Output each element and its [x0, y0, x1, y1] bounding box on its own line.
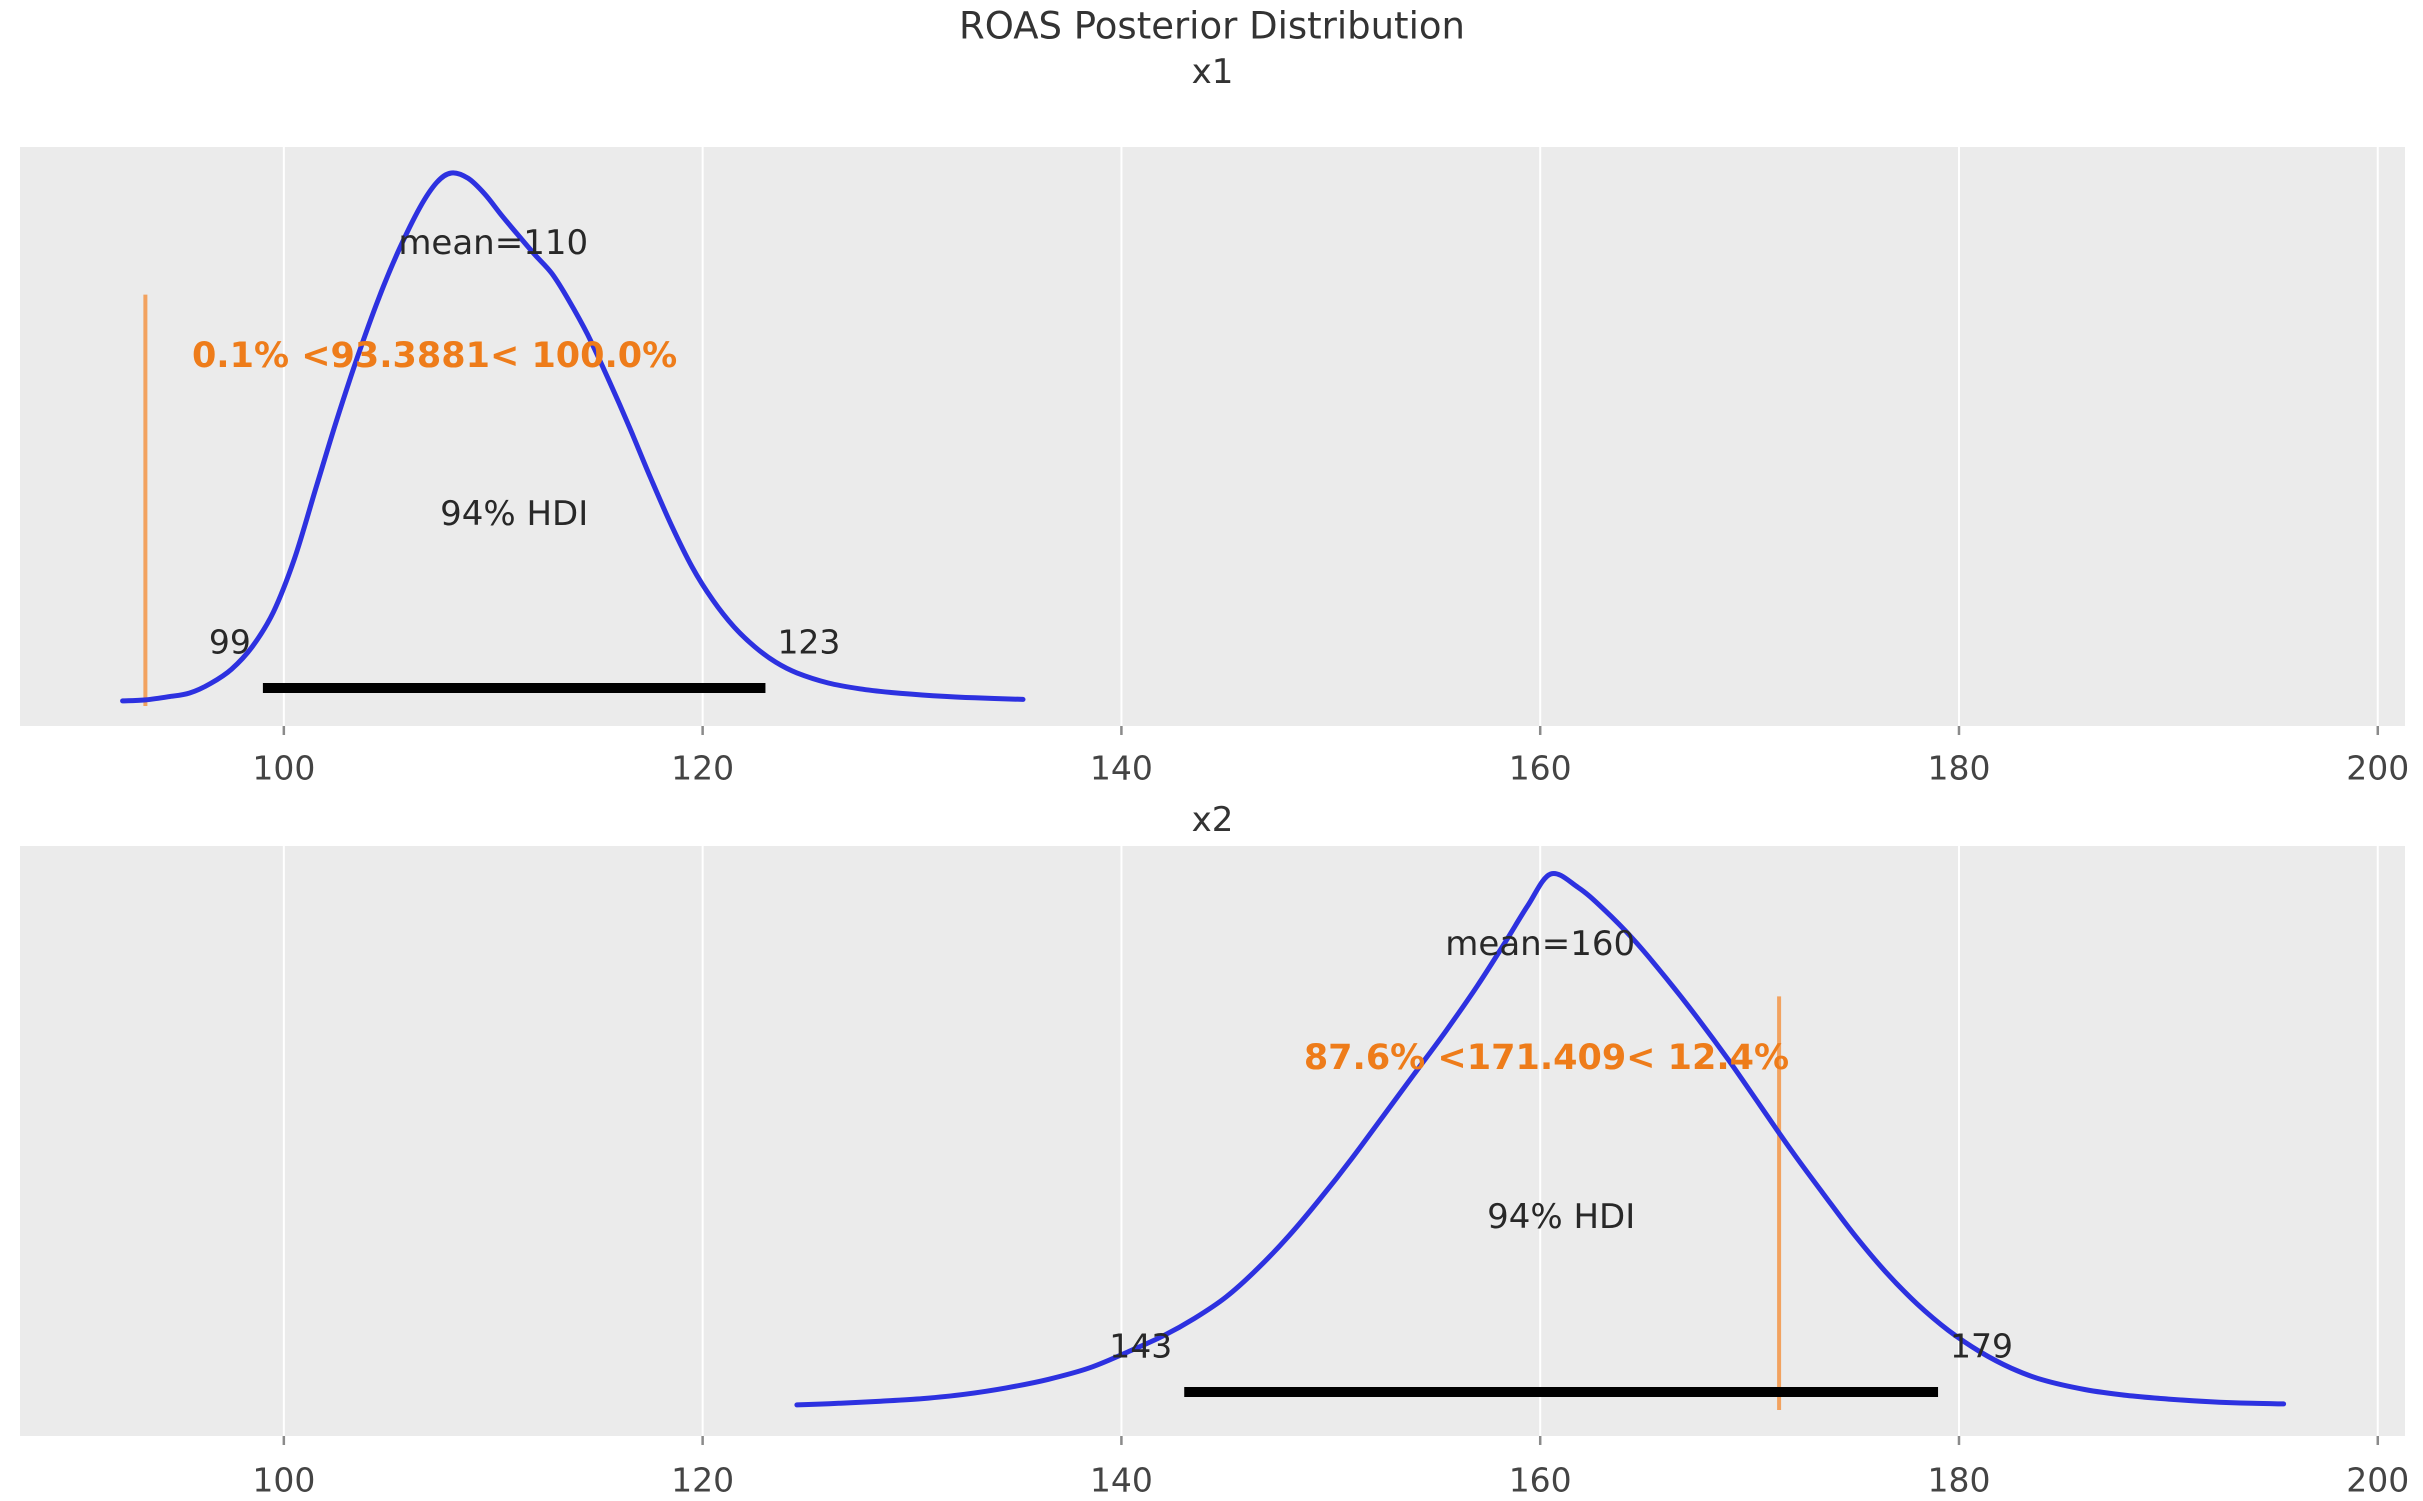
figure-title: ROAS Posterior Distribution — [959, 4, 1465, 48]
ref-value-annotation: 87.6% <171.409< 12.4% — [1303, 1037, 1790, 1078]
x-tick-label: 160 — [1508, 748, 1572, 788]
x-tick-label: 180 — [1927, 748, 1991, 788]
x-tick-label: 100 — [252, 1460, 316, 1500]
subplot-title: x1 — [1191, 52, 1234, 92]
mean-annotation: mean=110 — [398, 222, 589, 263]
x-tick-label: 140 — [1089, 748, 1153, 788]
x-tick-label: 200 — [2346, 748, 2410, 788]
ref-value-annotation: 0.1% <93.3881< 100.0% — [191, 335, 678, 376]
x-tick-label: 180 — [1927, 1460, 1991, 1500]
x-tick-label: 160 — [1508, 1460, 1572, 1500]
hdi-annotation: 94% HDI — [1487, 1196, 1636, 1237]
x-tick-label: 200 — [2346, 1460, 2410, 1500]
x-tick-label: 140 — [1089, 1460, 1153, 1500]
hdi-annotation: 94% HDI — [440, 493, 589, 534]
subplot-title: x2 — [1191, 800, 1234, 840]
hdi-upper-value: 123 — [777, 622, 841, 662]
hdi-upper-value: 179 — [1950, 1326, 2014, 1366]
mean-annotation: mean=160 — [1445, 924, 1636, 965]
x-tick-label: 120 — [671, 748, 735, 788]
x-tick-label: 120 — [671, 1460, 735, 1500]
x-tick-label: 100 — [252, 748, 316, 788]
hdi-lower-value: 99 — [208, 622, 251, 662]
hdi-lower-value: 143 — [1109, 1326, 1173, 1366]
